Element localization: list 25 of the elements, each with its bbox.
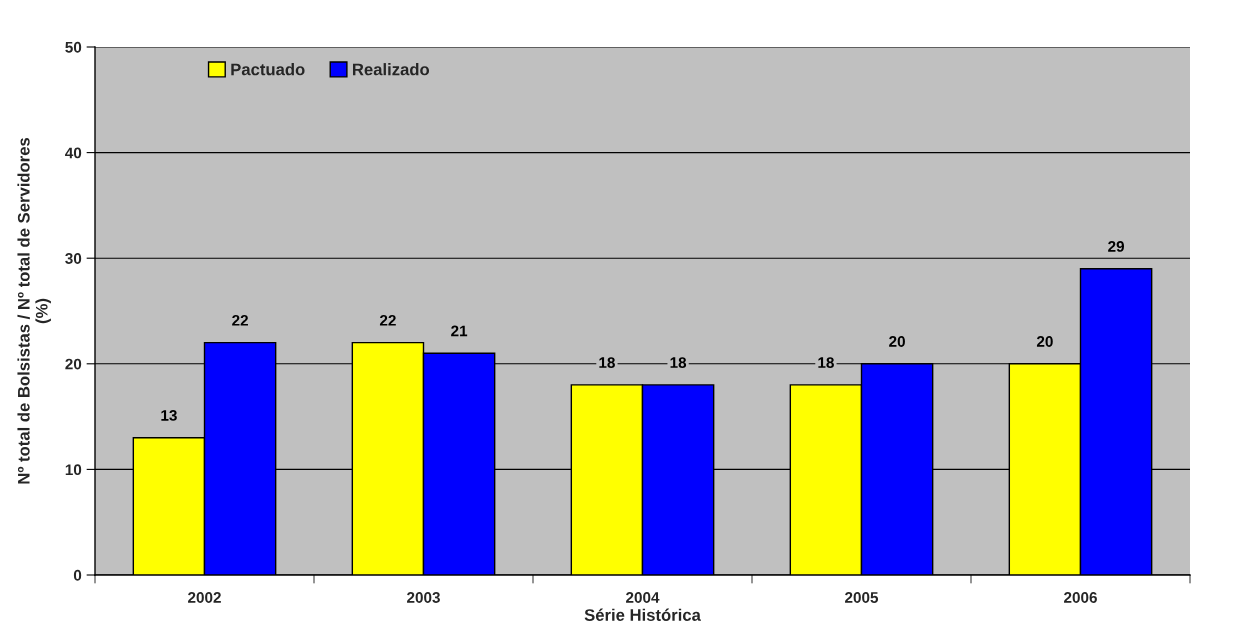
y-tick-label: 20 bbox=[65, 358, 82, 370]
y-axis-title: Nº total de Bolsistas / Nº total de Servidores (%) bbox=[17, 137, 51, 484]
data-label: 18 bbox=[599, 357, 615, 369]
legend-label: Realizado bbox=[353, 63, 430, 76]
data-label: 22 bbox=[232, 314, 248, 326]
data-label: 22 bbox=[379, 314, 396, 326]
y-tick-label: 10 bbox=[65, 464, 82, 476]
x-tick-label: 2003 bbox=[407, 592, 440, 603]
legend-label: Pactuado bbox=[231, 63, 305, 76]
x-tick-label: 2002 bbox=[188, 592, 221, 603]
data-label: 18 bbox=[670, 357, 687, 369]
x-tick-label: 2005 bbox=[845, 592, 879, 603]
y-tick-label: 40 bbox=[65, 147, 82, 159]
data-label: 18 bbox=[818, 357, 834, 369]
x-tick-label: 2006 bbox=[1064, 592, 1097, 603]
data-label: 21 bbox=[451, 325, 468, 337]
data-label: 20 bbox=[889, 336, 905, 347]
x-tick-label: 2004 bbox=[626, 592, 660, 603]
x-axis-title: Série Histórica bbox=[584, 608, 701, 621]
data-label: 29 bbox=[1108, 241, 1125, 252]
y-tick-label: 0 bbox=[73, 569, 82, 581]
data-label: 13 bbox=[161, 409, 177, 421]
y-tick-label: 30 bbox=[65, 253, 82, 264]
data-label: 20 bbox=[1036, 336, 1053, 347]
y-tick-label: 50 bbox=[65, 41, 82, 53]
